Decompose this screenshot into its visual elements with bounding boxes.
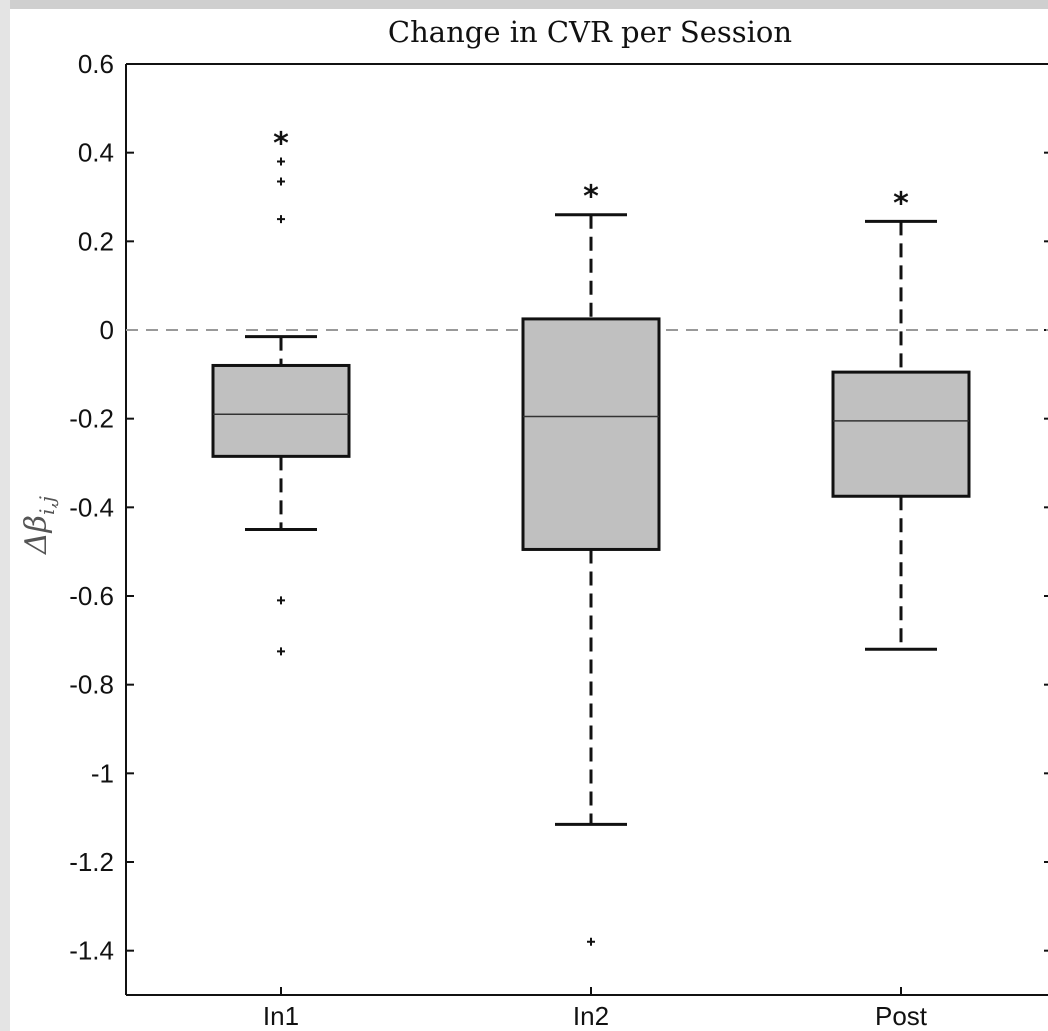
x-tick-label: In2 [573,1001,609,1031]
y-tick-label: -0.6 [69,581,114,611]
y-tick-label: 0.2 [78,226,114,256]
svg-text:Δβi,j: Δβi,j [19,496,59,555]
y-tick-label: 0.4 [78,138,114,168]
window-top-border [0,0,1048,9]
y-tick-label: -0.8 [69,670,114,700]
significance-star: * [273,127,289,162]
box-iqr [831,370,971,498]
y-tick-label: -1.2 [69,847,114,877]
x-tick-label: Post [875,1001,928,1031]
chart-title: Change in CVR per Session [388,15,792,49]
y-axis-label-main: Δβ [19,515,54,555]
y-axis-label: Δβi,j [19,496,59,555]
y-tick-label: -1 [91,758,114,788]
x-tick-label: In1 [263,1001,299,1031]
significance-star: * [893,186,909,221]
significance-star: * [583,180,599,215]
y-tick-label: -0.4 [69,492,114,522]
outlier-marker [277,157,285,166]
y-tick-label: 0 [100,315,114,345]
y-tick-label: 0.6 [78,49,114,79]
y-tick-label: -0.2 [69,404,114,434]
outlier-marker [277,215,285,224]
box-iqr [211,363,351,458]
box-iqr [521,317,661,551]
y-tick-label: -1.4 [69,936,114,966]
outlier-marker [277,177,285,186]
y-axis-label-subscript: i,j [35,496,59,515]
outlier-marker [587,937,595,946]
outlier-marker [277,596,285,605]
outlier-marker [277,647,285,656]
window-left-border [0,0,10,1031]
